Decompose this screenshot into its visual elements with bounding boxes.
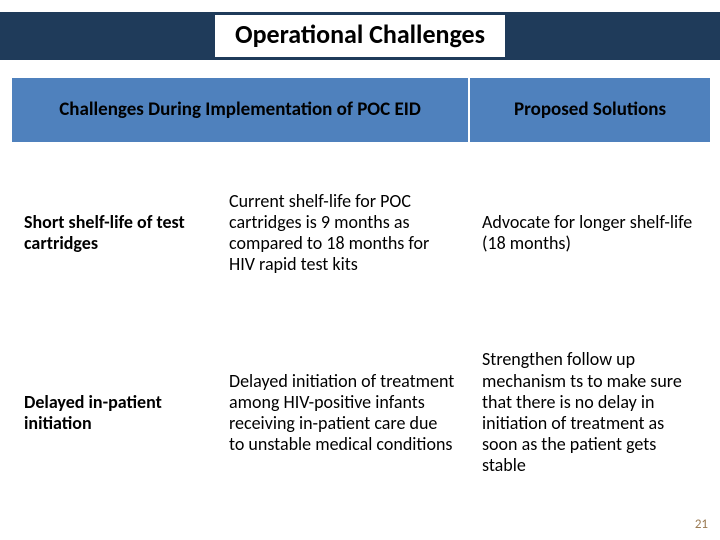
challenges-table: Challenges During Implementation of POC … [10,76,712,504]
header-challenges: Challenges During Implementation of POC … [11,77,469,143]
row-label: Short shelf-life of test cartridges [11,143,216,323]
row-detail: Delayed initiation of treatment among HI… [216,323,469,503]
table-container: Challenges During Implementation of POC … [10,76,710,504]
slide: Operational Challenges Challenges During… [0,0,720,540]
page-number: 21 [695,517,708,532]
title-bar: Operational Challenges [0,12,720,60]
header-solutions: Proposed Solutions [469,77,711,143]
row-label: Delayed in-patient initiation [11,323,216,503]
table-row: Delayed in-patient initiation Delayed in… [11,323,711,503]
row-solution: Strengthen follow up mechanism ts to mak… [469,323,711,503]
table-row: Short shelf-life of test cartridges Curr… [11,143,711,323]
table-header-row: Challenges During Implementation of POC … [11,77,711,143]
slide-title: Operational Challenges [215,15,505,57]
row-solution: Advocate for longer shelf-life (18 month… [469,143,711,323]
row-detail: Current shelf-life for POC cartridges is… [216,143,469,323]
